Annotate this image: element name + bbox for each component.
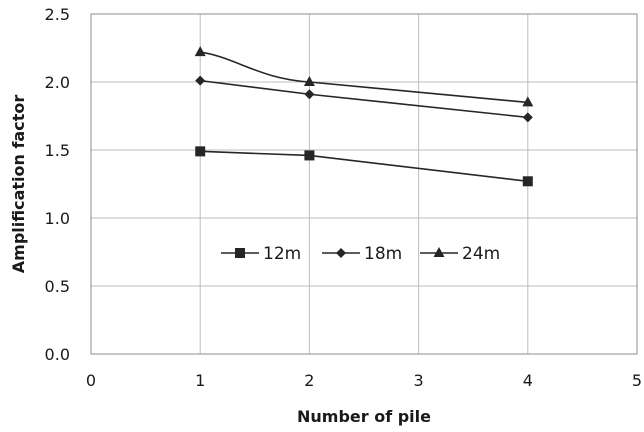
legend-marker [235,248,245,258]
y-axis-ticks: 0.0 0.5 1.0 1.5 2.0 2.5 [45,5,70,364]
y-tick-label: 0.0 [45,345,70,364]
series-18m [195,75,533,123]
data-point [195,146,206,157]
series-line [200,79,528,119]
legend-label: 18m [364,244,402,264]
x-axis-title: Number of pile [297,407,431,426]
data-point [304,89,315,100]
legend-label: 12m [263,244,301,264]
y-tick-label: 1.0 [45,209,70,228]
data-point [522,112,533,123]
x-tick-label: 0 [86,371,96,390]
legend-item-24m: 24m [420,244,500,264]
series-24m [194,46,534,107]
data-point [522,96,534,107]
legend-marker [336,248,346,258]
x-tick-label: 5 [632,371,642,390]
legend-label: 24m [462,244,500,264]
grid [90,13,638,355]
data-point [194,46,206,57]
series-line [200,150,528,183]
plot-frame [90,13,638,355]
y-axis-title: Amplification factor [9,95,28,274]
legend: 12m 18m 24m [221,244,500,264]
series-12m [195,146,533,187]
legend-item-18m: 18m [322,244,402,264]
x-tick-label: 1 [195,371,205,390]
data-point [195,75,206,86]
x-axis-ticks: 0 1 2 3 4 5 [86,371,642,390]
x-tick-label: 3 [414,371,424,390]
x-tick-label: 2 [304,371,314,390]
y-tick-label: 1.5 [45,141,70,160]
y-tick-label: 0.5 [45,277,70,296]
data-point [303,76,315,86]
data-point [304,150,315,161]
series-line [200,51,528,104]
y-tick-label: 2.0 [45,73,70,92]
y-tick-label: 2.5 [45,5,70,24]
legend-item-12m: 12m [221,244,301,264]
data-point [522,176,533,187]
x-tick-label: 4 [523,371,533,390]
series-layer [194,46,534,187]
legend-marker [433,247,445,257]
